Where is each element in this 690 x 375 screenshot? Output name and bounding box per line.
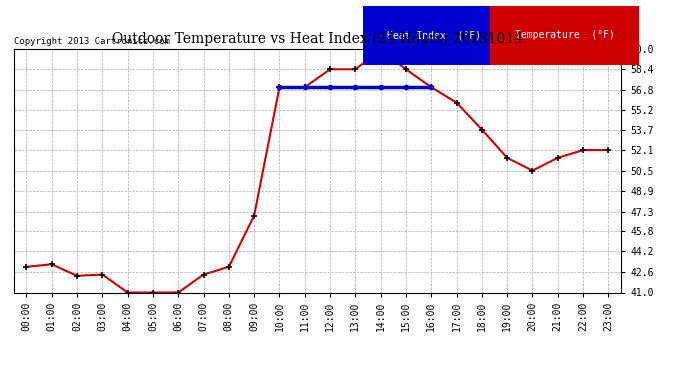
Text: Copyright 2013 Cartronics.com: Copyright 2013 Cartronics.com	[14, 38, 170, 46]
Text: Temperature  (°F): Temperature (°F)	[515, 30, 615, 40]
Title: Outdoor Temperature vs Heat Index (24 Hours) 20131014: Outdoor Temperature vs Heat Index (24 Ho…	[112, 32, 523, 46]
Text: Heat Index  (°F): Heat Index (°F)	[387, 30, 481, 40]
